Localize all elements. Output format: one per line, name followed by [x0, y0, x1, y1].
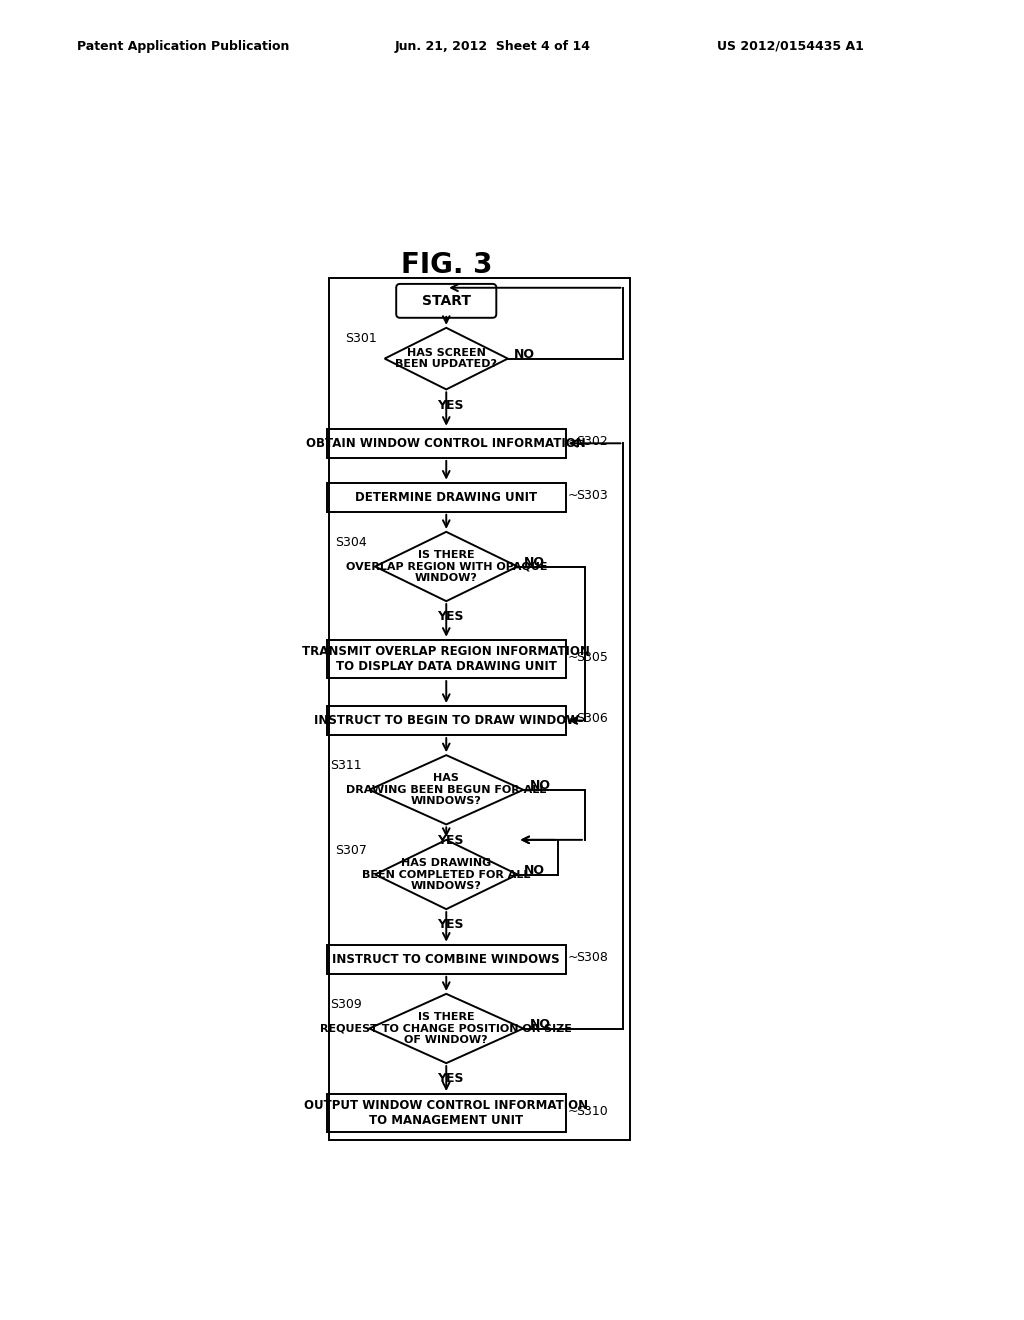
Text: ~: ~ [567, 952, 578, 964]
Bar [327, 1094, 565, 1133]
Text: OUTPUT WINDOW CONTROL INFORMATION
TO MANAGEMENT UNIT: OUTPUT WINDOW CONTROL INFORMATION TO MAN… [304, 1100, 589, 1127]
Text: YES: YES [437, 610, 463, 623]
Text: DETERMINE DRAWING UNIT: DETERMINE DRAWING UNIT [355, 491, 538, 504]
Text: TRANSMIT OVERLAP REGION INFORMATION
TO DISPLAY DATA DRAWING UNIT: TRANSMIT OVERLAP REGION INFORMATION TO D… [302, 645, 590, 673]
Bar [327, 640, 565, 678]
Text: S301: S301 [345, 331, 377, 345]
Text: HAS
DRAWING BEEN BEGUN FOR ALL
WINDOWS?: HAS DRAWING BEEN BEGUN FOR ALL WINDOWS? [346, 774, 547, 807]
Text: INSTRUCT TO COMBINE WINDOWS: INSTRUCT TO COMBINE WINDOWS [333, 953, 560, 966]
Text: S307: S307 [336, 843, 368, 857]
Text: IS THERE
OVERLAP REGION WITH OPAQUE
WINDOW?: IS THERE OVERLAP REGION WITH OPAQUE WIND… [345, 550, 547, 583]
Text: S302: S302 [577, 436, 608, 449]
Text: YES: YES [437, 399, 463, 412]
Text: NO: NO [523, 865, 545, 878]
Text: S308: S308 [577, 952, 608, 964]
Bar [327, 945, 565, 974]
Polygon shape [375, 840, 517, 909]
Text: ~: ~ [567, 713, 578, 726]
Text: NO: NO [529, 1018, 551, 1031]
Text: ~: ~ [567, 436, 578, 449]
Text: FIG. 3: FIG. 3 [400, 251, 492, 279]
Text: NO: NO [529, 779, 551, 792]
Text: HAS DRAWING
BEEN COMPLETED FOR ALL
WINDOWS?: HAS DRAWING BEEN COMPLETED FOR ALL WINDO… [362, 858, 530, 891]
Bar [327, 429, 565, 458]
Text: INSTRUCT TO BEGIN TO DRAW WINDOW: INSTRUCT TO BEGIN TO DRAW WINDOW [313, 714, 579, 727]
Text: US 2012/0154435 A1: US 2012/0154435 A1 [717, 40, 863, 53]
Text: YES: YES [437, 1072, 463, 1085]
Polygon shape [375, 532, 517, 601]
Text: ~: ~ [567, 490, 578, 502]
Text: ~: ~ [567, 651, 578, 664]
Text: Jun. 21, 2012  Sheet 4 of 14: Jun. 21, 2012 Sheet 4 of 14 [394, 40, 590, 53]
Text: ~: ~ [567, 1105, 578, 1118]
Text: S310: S310 [577, 1105, 608, 1118]
Bar [330, 277, 630, 1140]
Text: NO: NO [514, 348, 535, 362]
Polygon shape [385, 327, 508, 389]
Text: YES: YES [437, 834, 463, 846]
Text: S305: S305 [577, 651, 608, 664]
Text: Patent Application Publication: Patent Application Publication [77, 40, 289, 53]
Text: S311: S311 [330, 759, 361, 772]
Text: S303: S303 [577, 490, 608, 502]
Polygon shape [370, 994, 523, 1063]
Text: NO: NO [523, 556, 545, 569]
Text: S306: S306 [577, 713, 608, 726]
Text: HAS SCREEN
BEEN UPDATED?: HAS SCREEN BEEN UPDATED? [395, 347, 498, 370]
Text: START: START [422, 294, 471, 308]
Text: S304: S304 [336, 536, 368, 549]
Text: OBTAIN WINDOW CONTROL INFORMATION: OBTAIN WINDOW CONTROL INFORMATION [306, 437, 586, 450]
FancyBboxPatch shape [396, 284, 497, 318]
Bar [327, 483, 565, 512]
Text: S309: S309 [330, 998, 361, 1011]
Polygon shape [370, 755, 523, 825]
Text: YES: YES [437, 919, 463, 932]
Bar [327, 706, 565, 735]
Text: IS THERE
REQUEST TO CHANGE POSITION OR SIZE
OF WINDOW?: IS THERE REQUEST TO CHANGE POSITION OR S… [321, 1012, 572, 1045]
